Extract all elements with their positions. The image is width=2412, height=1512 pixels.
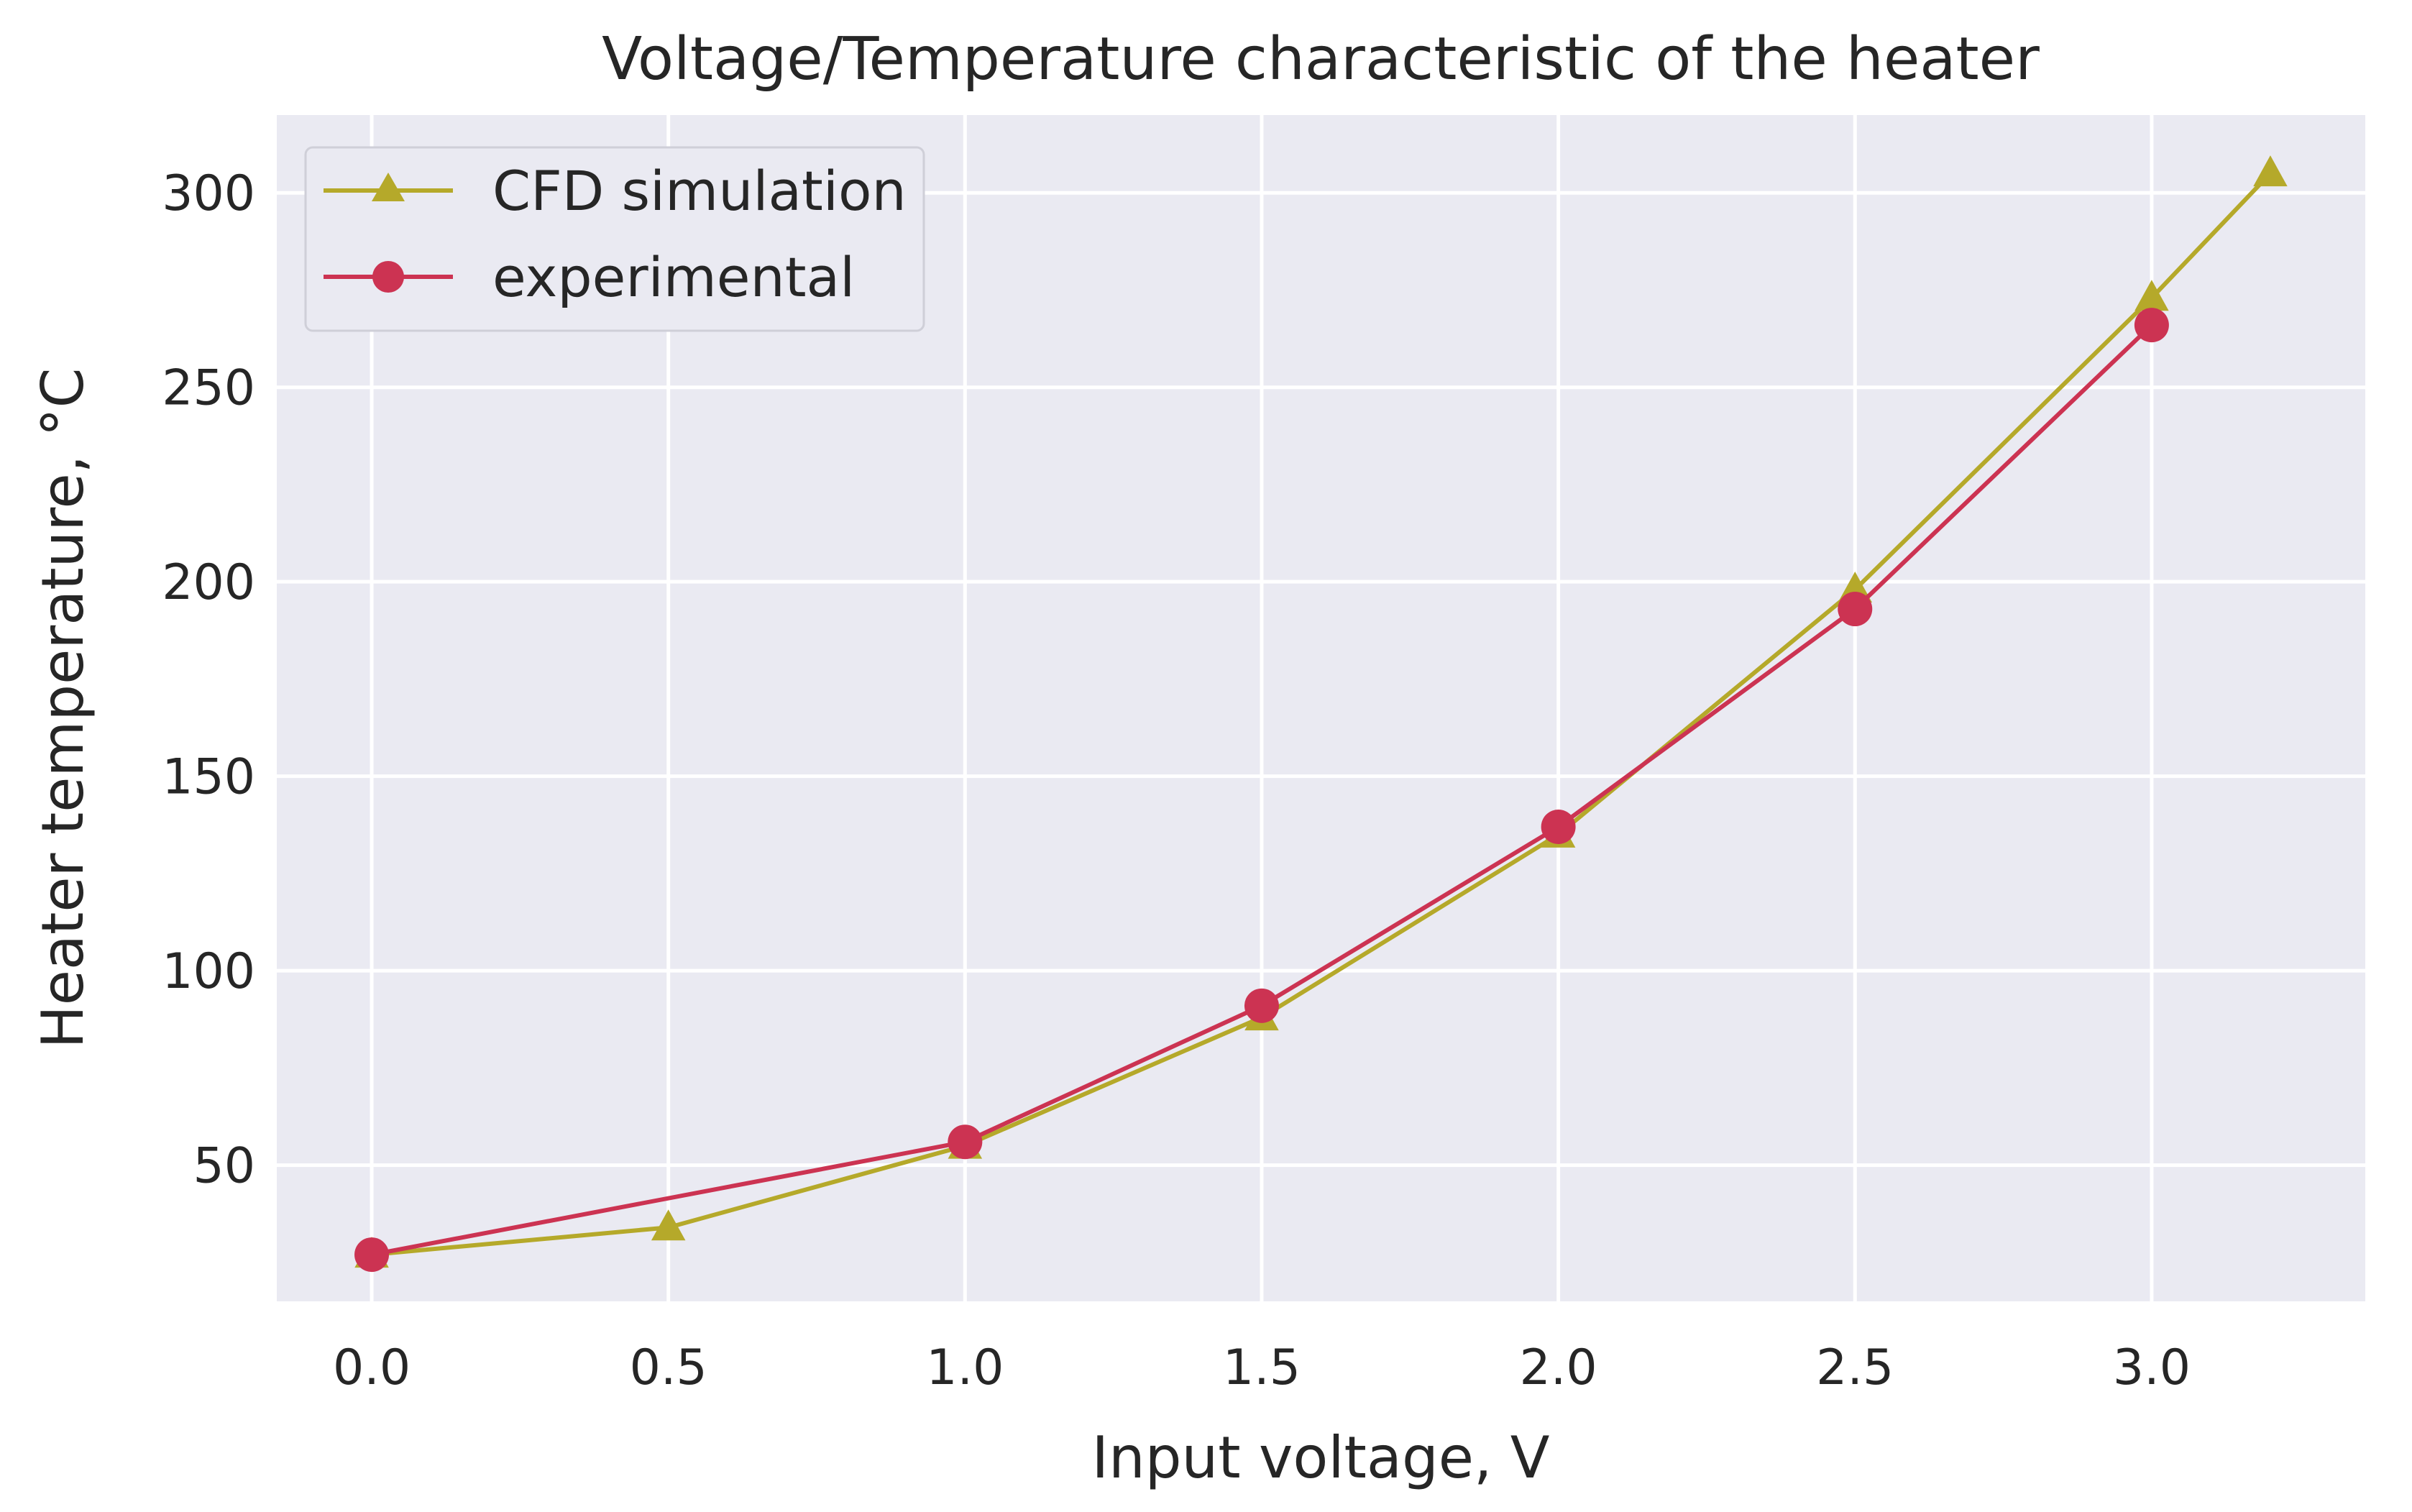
data-point-cfd-simulation [2134, 280, 2169, 311]
x-tick-label: 1.0 [926, 1339, 1004, 1396]
x-tick-label: 1.5 [1223, 1339, 1301, 1396]
y-tick-label: 100 [162, 943, 255, 1000]
legend-marker-experimental [372, 261, 404, 293]
data-point-experimental [354, 1237, 390, 1273]
legend-label-experimental: experimental [492, 245, 855, 309]
data-point-experimental [2134, 308, 2169, 343]
data-point-cfd-simulation [651, 1209, 686, 1241]
x-axis-label: Input voltage, V [1091, 1424, 1549, 1491]
series-line-cfd-simulation [371, 172, 2273, 1257]
x-tick-label: 2.0 [1520, 1339, 1597, 1396]
data-point-experimental [1541, 810, 1576, 844]
y-tick-label: 250 [162, 360, 255, 417]
y-axis-label: Heater temperature, °C [29, 368, 96, 1049]
data-point-cfd-simulation [2253, 155, 2288, 187]
y-tick-label: 300 [162, 165, 255, 222]
y-tick-label: 150 [162, 749, 255, 806]
data-point-experimental [948, 1124, 983, 1160]
chart-title: Voltage/Temperature characteristic of th… [602, 25, 2040, 93]
tick-labels: 0.0 0.5 1.0 1.5 2.0 2.5 3.0 50 100 150 200 250 300 [162, 165, 2191, 1396]
x-tick-label: 0.5 [630, 1339, 707, 1396]
data-point-experimental [1838, 592, 1873, 627]
data-point-experimental [1244, 988, 1279, 1023]
legend-label-cfd-simulation: CFD simulation [492, 159, 907, 223]
series-line-experimental [371, 323, 2153, 1257]
legend-marker-cfd-simulation [372, 173, 405, 201]
x-tick-label: 2.5 [1816, 1339, 1894, 1396]
grid [277, 115, 2365, 1301]
x-tick-label: 0.0 [333, 1339, 411, 1396]
legend: CFD simulation experimental [304, 146, 925, 332]
series-layer [354, 155, 2288, 1273]
y-tick-label: 200 [162, 554, 255, 611]
y-tick-label: 50 [193, 1138, 255, 1195]
legend-box [304, 146, 925, 332]
x-tick-label: 3.0 [2113, 1339, 2191, 1396]
